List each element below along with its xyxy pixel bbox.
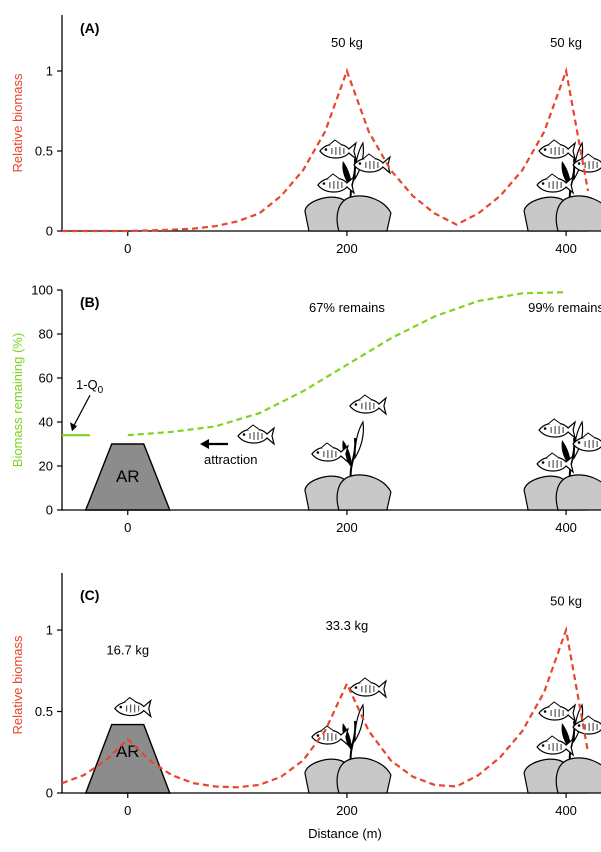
- panel-a-ytick-label: 0: [46, 224, 53, 239]
- panel-a-annotation-2: 50 kg: [550, 35, 582, 50]
- panel-a-reef-2-fish-1: [538, 139, 577, 161]
- panel-c-ytick-label: 0: [46, 786, 53, 801]
- panel-c-xtick-label: 200: [336, 803, 358, 818]
- panel-c-reef-2-fish-3: [536, 735, 575, 757]
- panel-c-reef-2: [523, 701, 601, 794]
- panel-b-reef-2-fish-3: [536, 452, 575, 474]
- panel-b-ar-label: AR: [116, 467, 140, 486]
- panel-c-ar-label: AR: [116, 742, 140, 761]
- panel-b-q0-label: 1-Q0: [76, 377, 104, 396]
- panel-b-q0-pointer: [71, 394, 91, 430]
- panel-c-annotation-3: 50 kg: [550, 594, 582, 609]
- panel-b-ytick-label: 80: [39, 327, 53, 342]
- panel-b-reef-1-fish-2: [311, 442, 349, 464]
- panel-b-ytick-label: 40: [39, 415, 53, 430]
- panel-a-xtick-label: 0: [124, 241, 131, 256]
- panel-b-label: (B): [80, 294, 99, 310]
- panel-b-ytick-label: 0: [46, 503, 53, 518]
- panel-c-annotation-1: 16.7 kg: [106, 642, 149, 657]
- panel-b-xtick-label: 0: [124, 520, 131, 535]
- panel-c-reef-1-fish-1: [349, 677, 387, 699]
- panel-b-attraction-fish: [237, 424, 276, 446]
- panel-a-ytick-label: 1: [46, 64, 53, 79]
- panel-b-reef-2-fish-1: [538, 418, 577, 440]
- panel-c-ylabel: Relative biomass: [10, 635, 25, 734]
- panel-a-xtick-label: 400: [555, 241, 577, 256]
- panel-b-ylabel: Biomass remaining (%): [10, 333, 25, 467]
- panel-a-ytick-label: 0.5: [35, 144, 53, 159]
- panel-c-reef-1: [304, 677, 392, 794]
- panel-c-xtick-label: 0: [124, 803, 131, 818]
- panel-c-xtick-label: 400: [555, 803, 577, 818]
- panel-b-reef-2: [523, 418, 601, 511]
- panel-b-attraction-label: attraction: [204, 452, 257, 467]
- panel-c-artificial-reef: [84, 723, 171, 794]
- panel-b-reef-1-fish-1: [349, 394, 387, 416]
- panel-b-attraction-arrowhead: [200, 439, 209, 449]
- panel-b: (B) Biomass remaining (%) 0 200 400 0 20 40 60…: [10, 283, 601, 535]
- panel-c-ytick-label: 0.5: [35, 704, 53, 719]
- panel-b-artificial-reef: [84, 443, 171, 511]
- panel-a-reef-1-fish-1: [319, 139, 357, 161]
- panel-a-reef-2: [523, 139, 601, 232]
- panel-a: (A) Relative biomass 0 200 400 0 0.5 1 50 kg 5…: [10, 15, 601, 256]
- panel-b-q0-arrowhead: [70, 422, 77, 432]
- panel-a-reef-1: [304, 139, 392, 232]
- panel-b-ytick-label: 100: [31, 283, 53, 298]
- panel-c-xlabel: Distance (m): [308, 826, 382, 841]
- panel-a-annotation-1: 50 kg: [331, 35, 363, 50]
- panel-a-label: (A): [80, 20, 99, 36]
- panel-b-reef-2-fish-2: [572, 432, 601, 452]
- panel-b-annotation-1: 67% remains: [309, 300, 385, 315]
- panel-c-ar-fish: [113, 696, 152, 719]
- panel-b-xtick-label: 400: [555, 520, 577, 535]
- panel-a-ylabel: Relative biomass: [10, 73, 25, 172]
- panel-a-xtick-label: 200: [336, 241, 358, 256]
- panel-c-reef-2-fish-2: [572, 715, 601, 735]
- panel-a-reef-2-fish-3: [536, 173, 575, 195]
- panel-c-reef-2-fish-1: [538, 701, 577, 723]
- panel-a-reef-1-fish-3: [317, 173, 355, 195]
- panel-c: (C) Relative biomass 0 200 400 0 0.5 1 AR 16.…: [10, 573, 601, 841]
- panel-c-ytick-label: 1: [46, 623, 53, 638]
- panel-b-xtick-label: 200: [336, 520, 358, 535]
- panel-c-annotation-2: 33.3 kg: [326, 618, 369, 633]
- panel-c-label: (C): [80, 587, 99, 603]
- panel-a-series-line: [62, 66, 590, 233]
- panel-b-reef-1: [304, 394, 392, 511]
- panel-b-ytick-label: 60: [39, 371, 53, 386]
- panel-c-reef-1-fish-2: [311, 725, 349, 747]
- panel-b-series-line: [127, 291, 567, 437]
- panel-b-ytick-label: 20: [39, 459, 53, 474]
- panel-b-annotation-2: 99% remains: [528, 300, 601, 315]
- panel-c-series-line: [61, 625, 590, 789]
